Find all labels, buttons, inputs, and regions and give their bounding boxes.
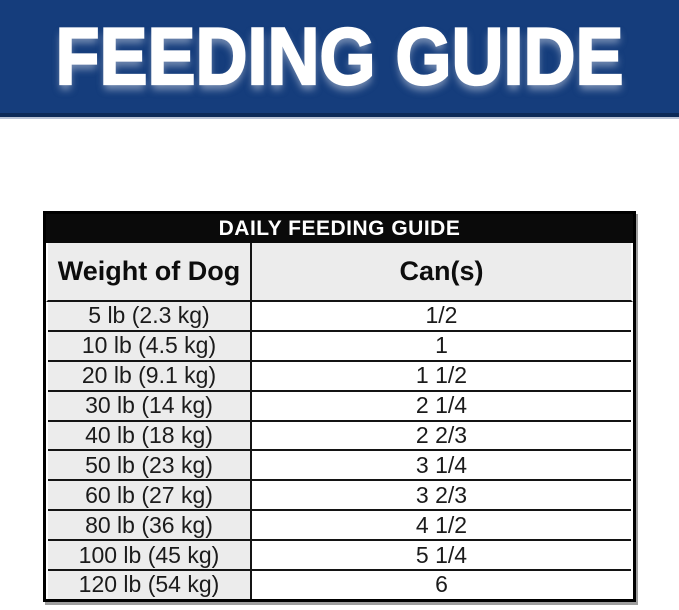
cans-cell: 1/2 [425,302,458,329]
feeding-guide-banner: FEEDING GUIDE [0,0,679,117]
table-title: DAILY FEEDING GUIDE [46,214,633,243]
column-header-weight: Weight of Dog [48,243,252,300]
cans-cell: 2 1/4 [415,392,468,419]
weight-cell: 30 lb (14 kg) [48,391,252,420]
table-row: 100 lb (45 kg) 5 1/4 [48,539,631,570]
cans-cell: 1 [435,332,448,359]
cans-cell: 4 1/2 [415,511,468,538]
weight-cell: 5 lb (2.3 kg) [48,302,252,330]
cans-cell: 1 1/2 [415,362,468,389]
table-row: 5 lb (2.3 kg) 1/2 [48,302,631,330]
weight-cell: 20 lb (9.1 kg) [48,361,252,390]
weight-cell: 80 lb (36 kg) [48,511,252,540]
cans-cell: 5 1/4 [415,541,468,568]
cans-cell: 2 2/3 [415,422,468,448]
table-row: 10 lb (4.5 kg) 1 [48,329,631,360]
weight-cell: 50 lb (23 kg) [48,451,252,480]
weight-cell: 100 lb (45 kg) [48,541,252,570]
table-row: 120 lb (54 kg) 6 [48,569,631,599]
table-row: 50 lb (23 kg) 3 1/4 [48,449,631,480]
daily-feeding-table: DAILY FEEDING GUIDE Weight of Dog Can(s)… [43,211,636,602]
table-row: 40 lb (18 kg) 2 2/3 [48,419,631,450]
cans-cell: 3 2/3 [415,481,468,508]
table-row: 20 lb (9.1 kg) 1 1/2 [48,359,631,390]
feeding-table-body: 5 lb (2.3 kg) 1/2 10 lb (4.5 kg) 1 20 lb (9.… [46,302,633,599]
banner-title: FEEDING GUIDE [54,11,624,102]
cans-cell: 6 [435,571,448,598]
column-header-cans: Can(s) [399,256,484,286]
table-row: 80 lb (36 kg) 4 1/2 [48,509,631,540]
table-row: 60 lb (27 kg) 3 2/3 [48,479,631,510]
weight-cell: 120 lb (54 kg) [48,571,252,599]
table-row: 30 lb (14 kg) 2 1/4 [48,389,631,420]
weight-cell: 10 lb (4.5 kg) [48,331,252,360]
weight-cell: 60 lb (27 kg) [48,481,252,510]
cans-cell: 3 1/4 [415,451,468,478]
weight-cell: 40 lb (18 kg) [48,421,252,450]
table-header-row: Weight of Dog Can(s) [46,243,633,302]
